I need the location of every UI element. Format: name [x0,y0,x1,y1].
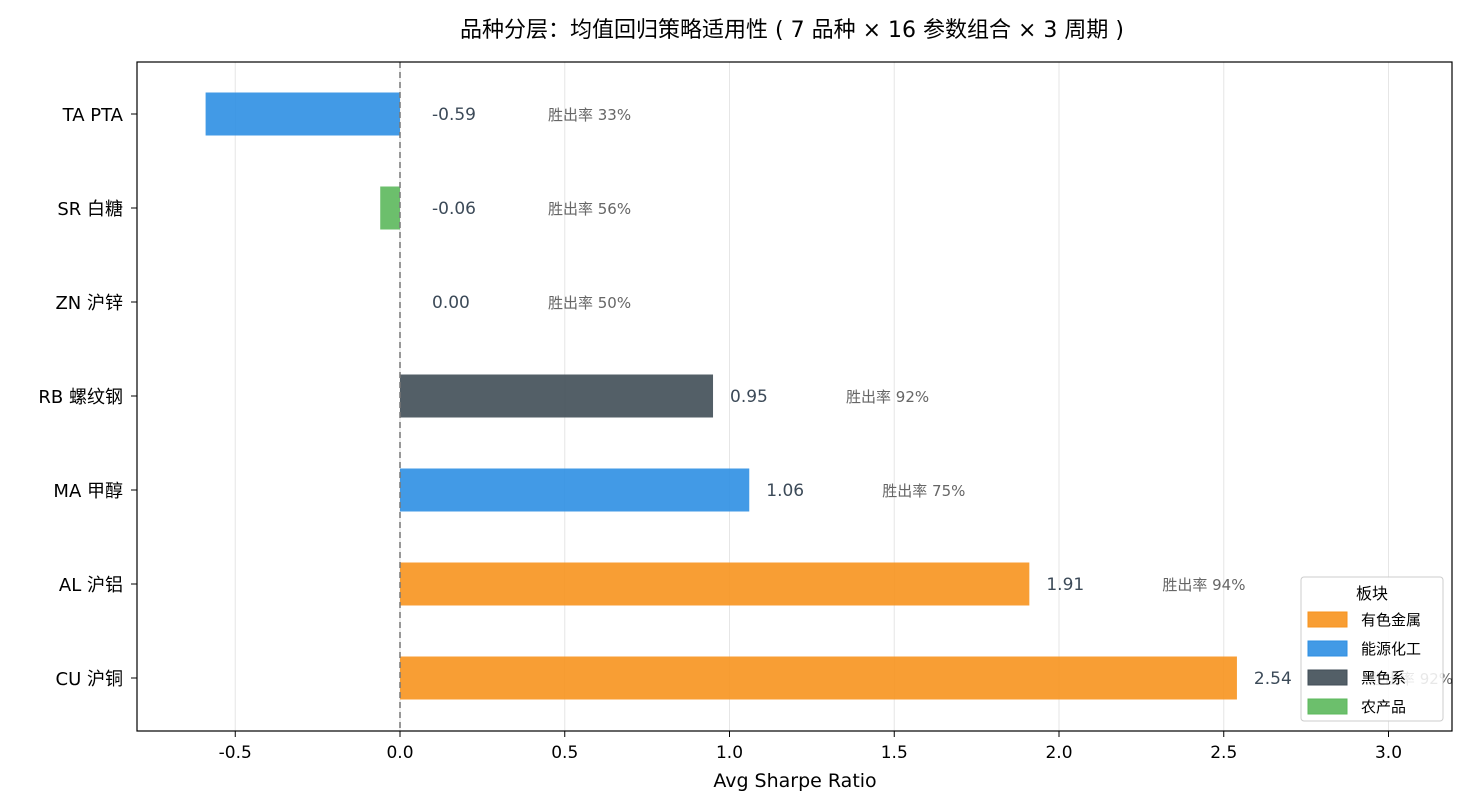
win-rate-label: 胜出率 50% [548,294,631,312]
legend-swatch [1307,611,1348,628]
bar [400,374,714,418]
win-rate-label: 胜出率 56% [548,200,631,218]
win-rate-label: 胜出率 92% [846,388,929,406]
bar [400,468,750,512]
win-rate-label: 胜出率 33% [548,106,631,124]
win-rate-label: 胜出率 94% [1162,576,1245,594]
legend-title: 板块 [1356,584,1388,603]
value-label: 1.06 [766,481,804,501]
legend-swatch [1307,698,1348,715]
x-tick-label: 1.5 [881,743,908,763]
x-tick-label: 0.0 [386,743,413,763]
legend-item-label: 有色金属 [1361,611,1421,629]
value-label: 1.91 [1046,575,1084,595]
win-rate-label: 胜出率 75% [882,482,965,500]
value-label: -0.59 [432,105,476,125]
y-category-label: MA 甲醇 [53,481,123,502]
y-category-label: SR 白糖 [57,199,123,220]
x-tick-label: 0.5 [551,743,578,763]
y-category-label: ZN 沪锌 [55,293,123,314]
x-tick-label: 3.0 [1375,743,1402,763]
bar [400,562,1030,606]
x-tick-label: 2.0 [1045,743,1072,763]
value-label: -0.06 [432,199,476,219]
value-label: 2.54 [1254,669,1292,689]
chart-title: 品种分层：均值回归策略适用性 ( 7 品种 × 16 参数组合 × 3 周期 ) [460,18,1124,43]
bar [205,92,400,136]
bars [205,92,1237,700]
y-category-label: AL 沪铝 [59,575,123,596]
y-category-label: RB 螺纹钢 [38,387,123,408]
x-axis-label: Avg Sharpe Ratio [713,770,876,792]
bar [400,656,1237,700]
y-category-label: CU 沪铜 [56,669,123,690]
legend-item-label: 黑色系 [1361,669,1406,687]
legend-swatch [1307,640,1348,657]
x-tick-label: 2.5 [1210,743,1237,763]
bar [380,186,400,230]
axes: -0.5 0.0 0.5 1.0 1.5 2.0 2.5 3.0 CU 沪铜 AL 沪铝 MA 甲醇… [38,61,1453,763]
y-category-label: TA PTA [62,105,124,126]
value-label: 0.95 [730,387,768,407]
legend-swatch [1307,669,1348,686]
x-tick-label: 1.0 [716,743,743,763]
value-label: 0.00 [432,293,470,313]
plot-frame [136,61,1453,732]
legend-item-label: 农产品 [1361,698,1406,716]
x-tick-label: -0.5 [219,743,252,763]
legend-item-label: 能源化工 [1361,640,1421,658]
